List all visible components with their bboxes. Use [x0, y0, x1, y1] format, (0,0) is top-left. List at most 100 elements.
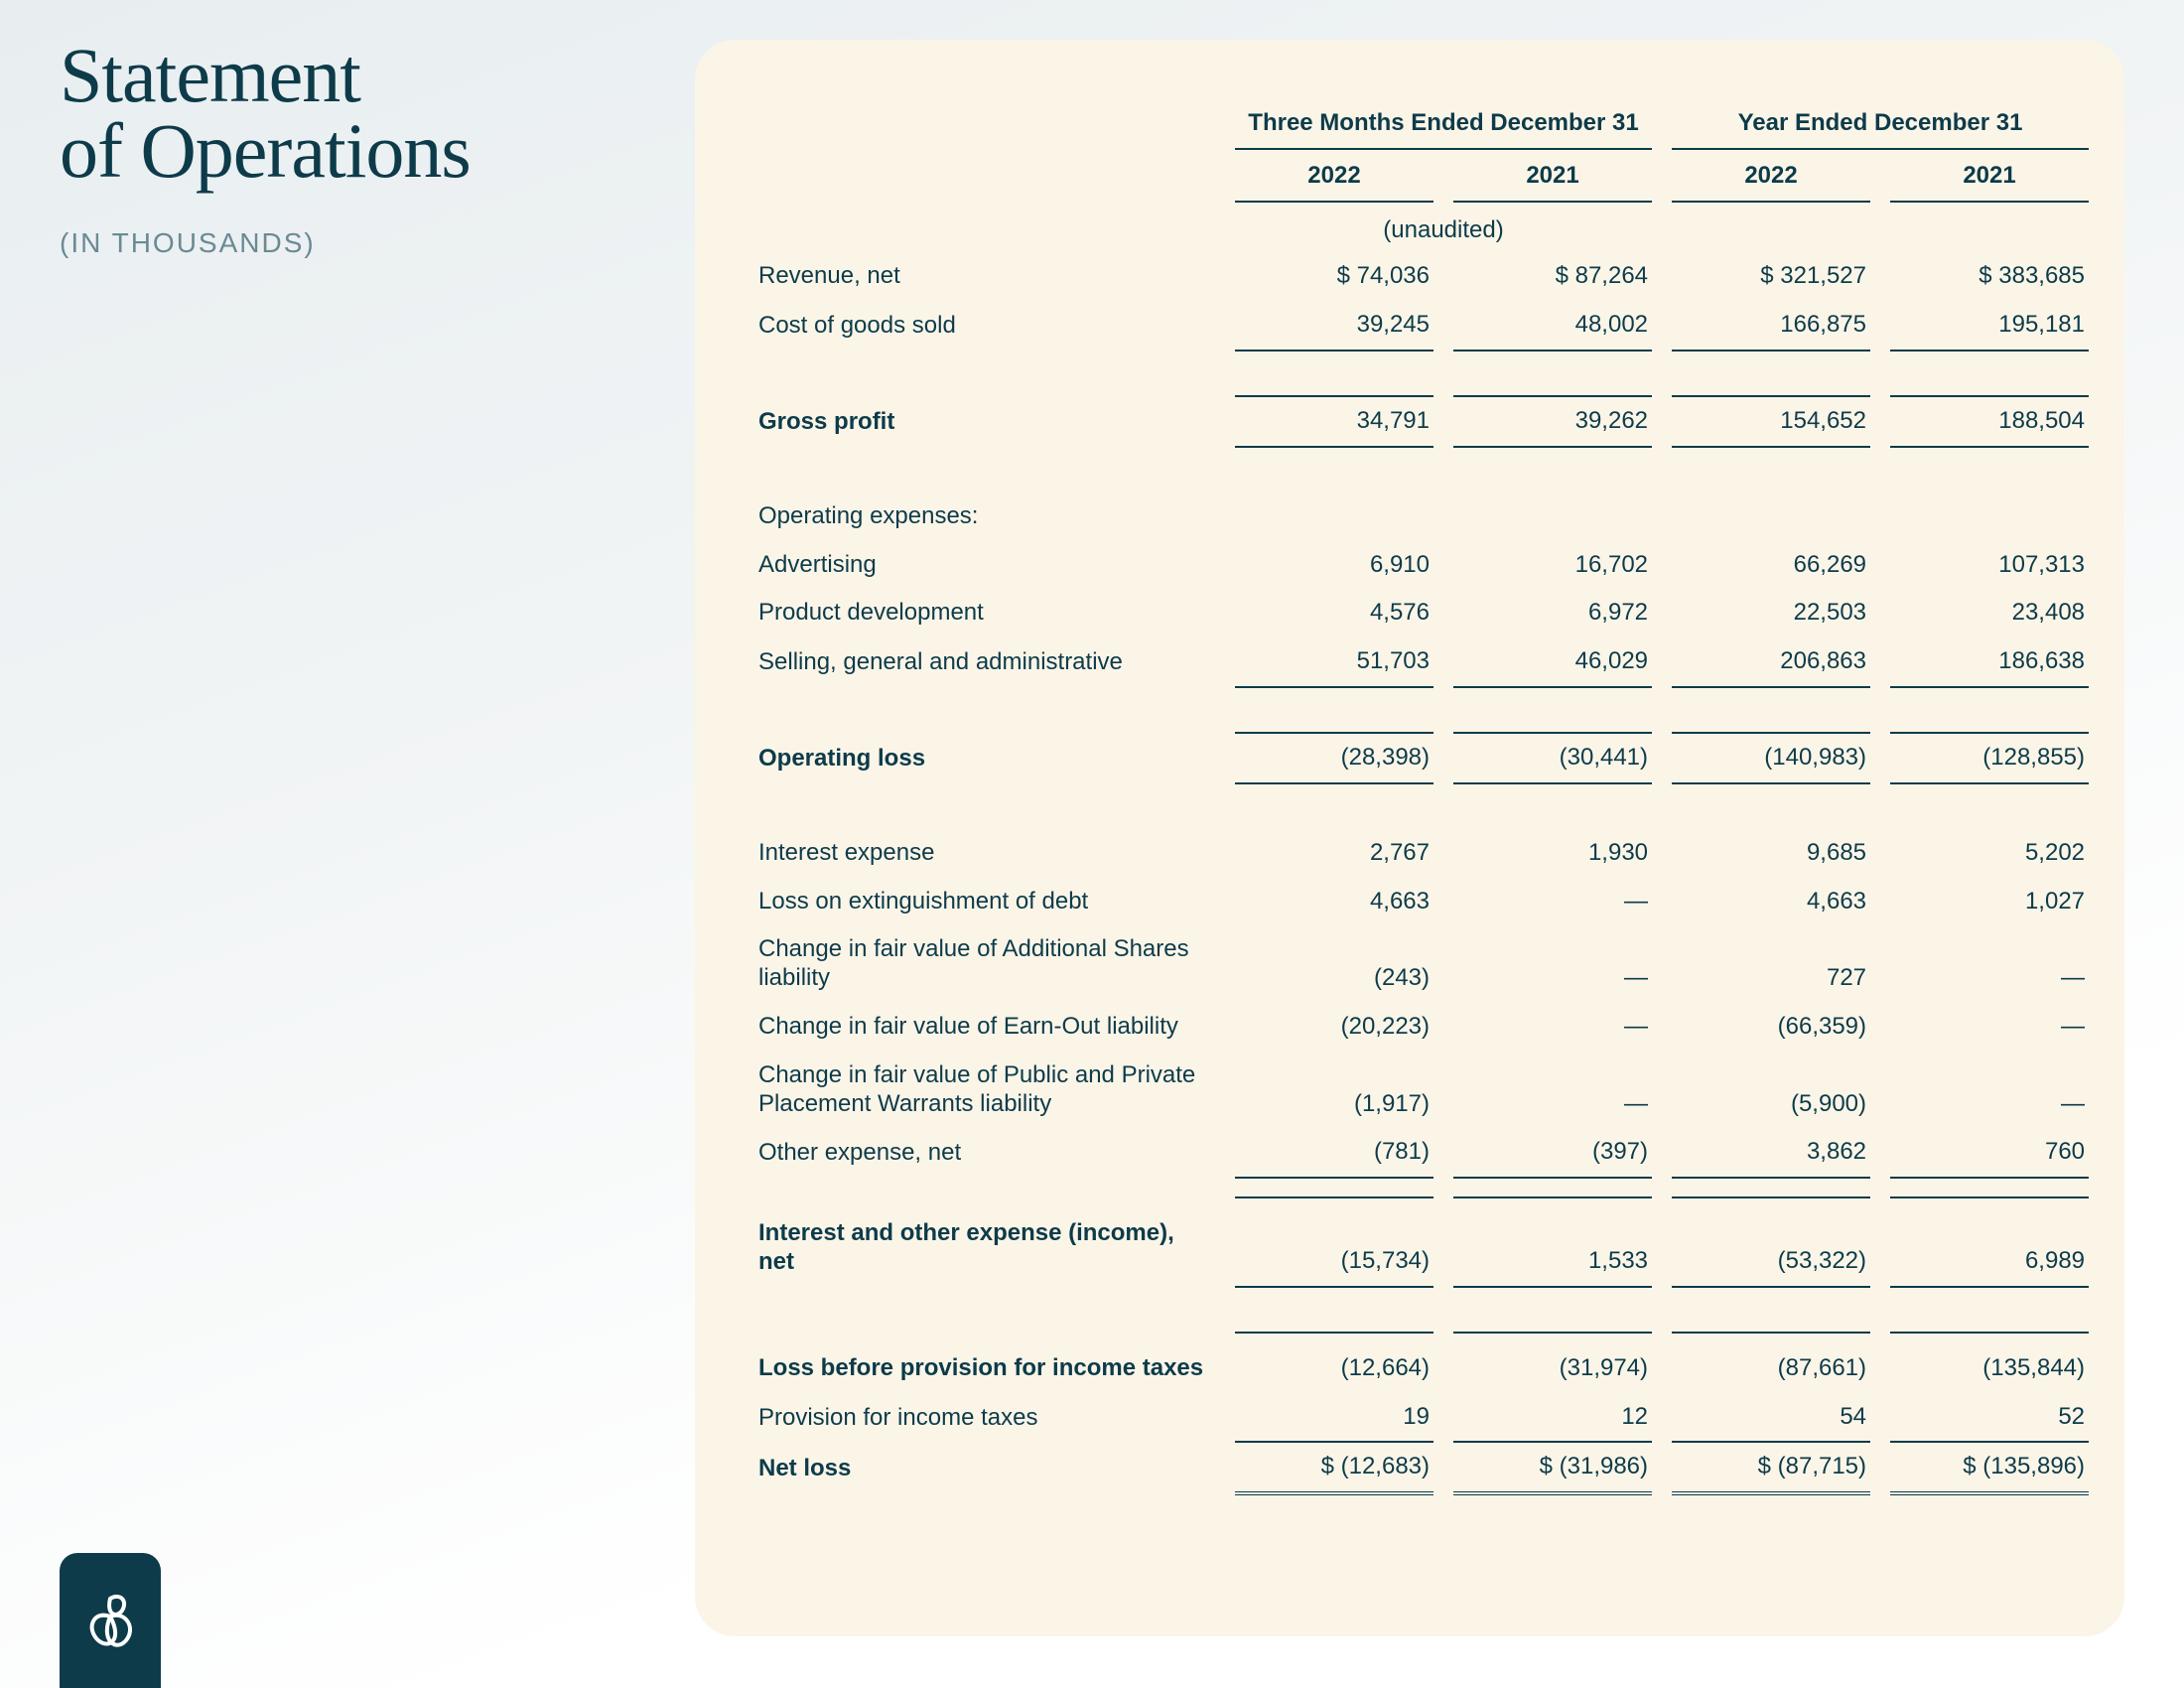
cell-value: (66,359) — [1672, 1003, 1870, 1052]
cell-value: (53,322) — [1672, 1197, 1870, 1287]
row-label: Cost of goods sold — [758, 301, 1215, 351]
table-row: (unaudited) — [758, 202, 2089, 253]
cell-value: — — [1890, 925, 2089, 1003]
table-row: Three Months Ended December 31 Year Ende… — [758, 109, 2089, 149]
cell-value: 4,576 — [1235, 589, 1433, 637]
cell-value: 4,663 — [1235, 878, 1433, 926]
cell-value: 9,685 — [1672, 829, 1870, 878]
table-row: Loss before provision for income taxes (… — [758, 1333, 2089, 1393]
col-year: 2022 — [1235, 149, 1433, 202]
table-row: Advertising 6,910 16,702 66,269 107,313 — [758, 541, 2089, 590]
table-row: Interest and other expense (income), net… — [758, 1197, 2089, 1287]
cell-value: 186,638 — [1890, 637, 2089, 687]
cell-value: — — [1453, 1003, 1652, 1052]
cell-value: (30,441) — [1453, 733, 1652, 783]
table-row: Revenue, net $ 74,036 $ 87,264 $ 321,527… — [758, 252, 2089, 301]
statement-table: Three Months Ended December 31 Year Ende… — [758, 109, 2089, 1495]
page-subtitle: (IN THOUSANDS) — [60, 227, 471, 259]
row-label: Loss on extinguishment of debt — [758, 878, 1215, 926]
cell-value: 6,910 — [1235, 541, 1433, 590]
row-label: Interest expense — [758, 829, 1215, 878]
title-line-1: Statement — [60, 32, 360, 118]
cell-value: — — [1890, 1052, 2089, 1129]
table-row: Change in fair value of Public and Priva… — [758, 1052, 2089, 1129]
row-label: Change in fair value of Additional Share… — [758, 925, 1215, 1003]
cell-value: 39,262 — [1453, 396, 1652, 447]
table-row: Loss on extinguishment of debt 4,663 — 4… — [758, 878, 2089, 926]
page-title: Statement of Operations — [60, 38, 471, 190]
cell-value: 22,503 — [1672, 589, 1870, 637]
row-label: Product development — [758, 589, 1215, 637]
unaudited-label: (unaudited) — [1235, 202, 1652, 253]
cell-value: 23,408 — [1890, 589, 2089, 637]
cell-value: $ (87,715) — [1672, 1442, 1870, 1493]
cell-value: $ 321,527 — [1672, 252, 1870, 301]
cell-value: (5,900) — [1672, 1052, 1870, 1129]
table-row: Other expense, net (781) (397) 3,862 760 — [758, 1128, 2089, 1178]
row-label: Net loss — [758, 1442, 1215, 1493]
cell-value: 107,313 — [1890, 541, 2089, 590]
spacer-row — [758, 783, 2089, 829]
table-row: Selling, general and administrative 51,7… — [758, 637, 2089, 687]
spacer-row — [758, 687, 2089, 733]
cell-value: 4,663 — [1672, 878, 1870, 926]
spacer-row — [758, 1287, 2089, 1333]
row-label: Operating expenses: — [758, 492, 1215, 541]
cell-value: 760 — [1890, 1128, 2089, 1178]
cell-value: 51,703 — [1235, 637, 1433, 687]
cell-value: 2,767 — [1235, 829, 1433, 878]
row-label: Operating loss — [758, 733, 1215, 783]
cell-value: (135,844) — [1890, 1333, 2089, 1393]
cell-value: 1,533 — [1453, 1197, 1652, 1287]
cell-value: $ (12,683) — [1235, 1442, 1433, 1493]
cell-value: 34,791 — [1235, 396, 1433, 447]
cell-value: (128,855) — [1890, 733, 2089, 783]
cell-value: 154,652 — [1672, 396, 1870, 447]
cell-value: 5,202 — [1890, 829, 2089, 878]
col-year: 2021 — [1890, 149, 2089, 202]
table-row: Operating expenses: — [758, 492, 2089, 541]
cell-value: (87,661) — [1672, 1333, 1870, 1393]
table-row: Provision for income taxes 19 12 54 52 — [758, 1393, 2089, 1443]
row-label: Change in fair value of Public and Priva… — [758, 1052, 1215, 1129]
cell-value: 54 — [1672, 1393, 1870, 1443]
cell-value: 52 — [1890, 1393, 2089, 1443]
spacer-row — [758, 447, 2089, 492]
leaf-logo-icon — [80, 1581, 140, 1660]
title-block: Statement of Operations (IN THOUSANDS) — [60, 38, 471, 259]
cell-value: 1,930 — [1453, 829, 1652, 878]
cell-value: — — [1453, 1052, 1652, 1129]
cell-value: 39,245 — [1235, 301, 1433, 351]
row-label: Selling, general and administrative — [758, 637, 1215, 687]
cell-value: $ 87,264 — [1453, 252, 1652, 301]
table-row: Change in fair value of Additional Share… — [758, 925, 2089, 1003]
title-line-2: of Operations — [60, 107, 471, 194]
row-label: Gross profit — [758, 396, 1215, 447]
cell-value: 12 — [1453, 1393, 1652, 1443]
brand-badge — [60, 1553, 161, 1688]
table-row: Change in fair value of Earn-Out liabili… — [758, 1003, 2089, 1052]
table-row: Interest expense 2,767 1,930 9,685 5,202 — [758, 829, 2089, 878]
quarter-header: Three Months Ended December 31 — [1235, 109, 1652, 149]
cell-value: 19 — [1235, 1393, 1433, 1443]
col-year: 2021 — [1453, 149, 1652, 202]
row-label: Revenue, net — [758, 252, 1215, 301]
cell-value: 48,002 — [1453, 301, 1652, 351]
cell-value: 195,181 — [1890, 301, 2089, 351]
cell-value: — — [1890, 1003, 2089, 1052]
cell-value: 66,269 — [1672, 541, 1870, 590]
cell-value: (243) — [1235, 925, 1433, 1003]
row-label: Loss before provision for income taxes — [758, 1333, 1215, 1393]
cell-value: 206,863 — [1672, 637, 1870, 687]
row-label: Change in fair value of Earn-Out liabili… — [758, 1003, 1215, 1052]
cell-value: 46,029 — [1453, 637, 1652, 687]
row-label: Other expense, net — [758, 1128, 1215, 1178]
cell-value: 188,504 — [1890, 396, 2089, 447]
table-row: Net loss $ (12,683) $ (31,986) $ (87,715… — [758, 1442, 2089, 1493]
financial-panel: Three Months Ended December 31 Year Ende… — [695, 40, 2124, 1636]
cell-value: (28,398) — [1235, 733, 1433, 783]
table-row: 2022 2021 2022 2021 — [758, 149, 2089, 202]
cell-value: $ 383,685 — [1890, 252, 2089, 301]
cell-value: (1,917) — [1235, 1052, 1433, 1129]
row-label: Interest and other expense (income), net — [758, 1197, 1215, 1287]
